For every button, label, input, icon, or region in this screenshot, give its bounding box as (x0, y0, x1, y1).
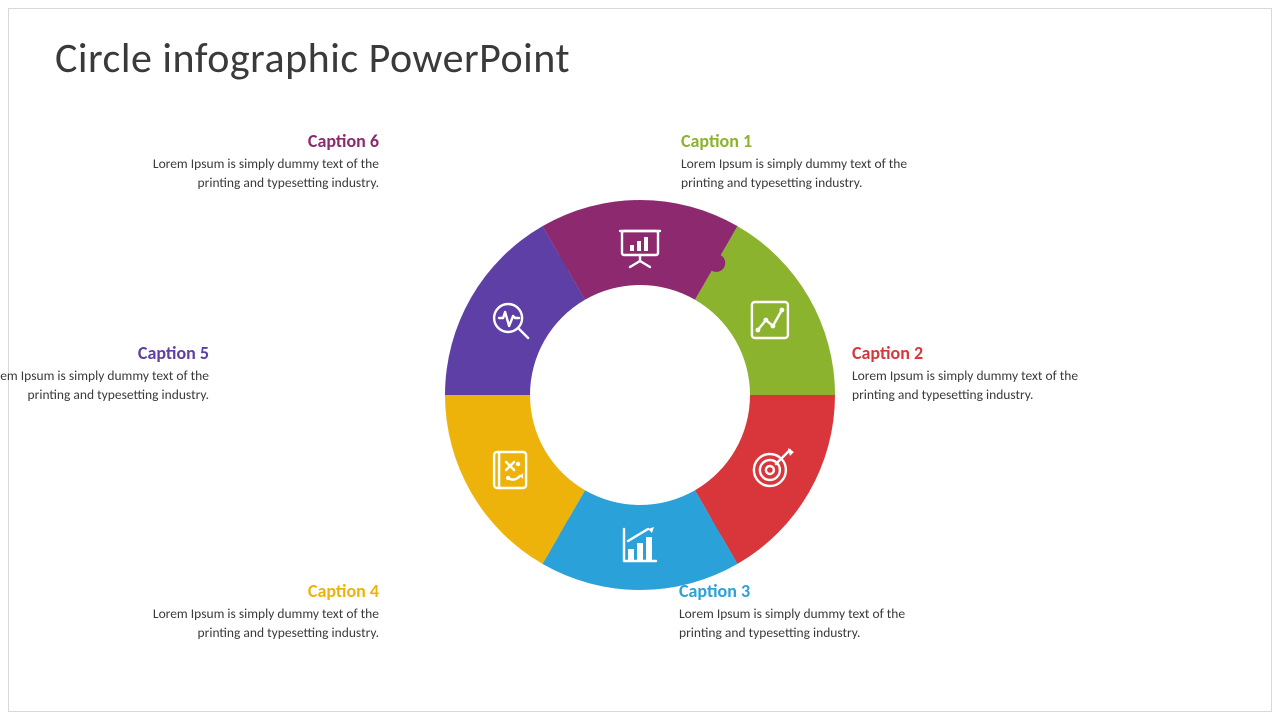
ring-connector-6 (707, 254, 725, 272)
caption-title-5: Caption 5 (0, 341, 209, 365)
caption-body-3: Lorem Ipsum is simply dummy text of the … (679, 605, 909, 641)
caption-title-4: Caption 4 (149, 579, 379, 603)
caption-body-2: Lorem Ipsum is simply dummy text of the … (852, 367, 1082, 403)
caption-6: Caption 6Lorem Ipsum is simply dummy tex… (149, 129, 379, 192)
caption-4: Caption 4Lorem Ipsum is simply dummy tex… (149, 579, 379, 642)
diagram-stage: Caption 1Lorem Ipsum is simply dummy tex… (9, 9, 1271, 711)
caption-body-6: Lorem Ipsum is simply dummy text of the … (149, 155, 379, 191)
caption-title-6: Caption 6 (149, 129, 379, 153)
caption-title-2: Caption 2 (852, 341, 1082, 365)
slide-frame: Circle infographic PowerPoint (8, 8, 1272, 712)
caption-5: Caption 5Lorem Ipsum is simply dummy tex… (0, 341, 209, 404)
caption-body-5: Lorem Ipsum is simply dummy text of the … (0, 367, 209, 403)
caption-body-1: Lorem Ipsum is simply dummy text of the … (681, 155, 911, 191)
caption-1: Caption 1Lorem Ipsum is simply dummy tex… (681, 129, 911, 192)
caption-2: Caption 2Lorem Ipsum is simply dummy tex… (852, 341, 1082, 404)
cycle-ring (430, 185, 850, 605)
caption-title-3: Caption 3 (679, 579, 909, 603)
caption-body-4: Lorem Ipsum is simply dummy text of the … (149, 605, 379, 641)
caption-title-1: Caption 1 (681, 129, 911, 153)
caption-3: Caption 3Lorem Ipsum is simply dummy tex… (679, 579, 909, 642)
